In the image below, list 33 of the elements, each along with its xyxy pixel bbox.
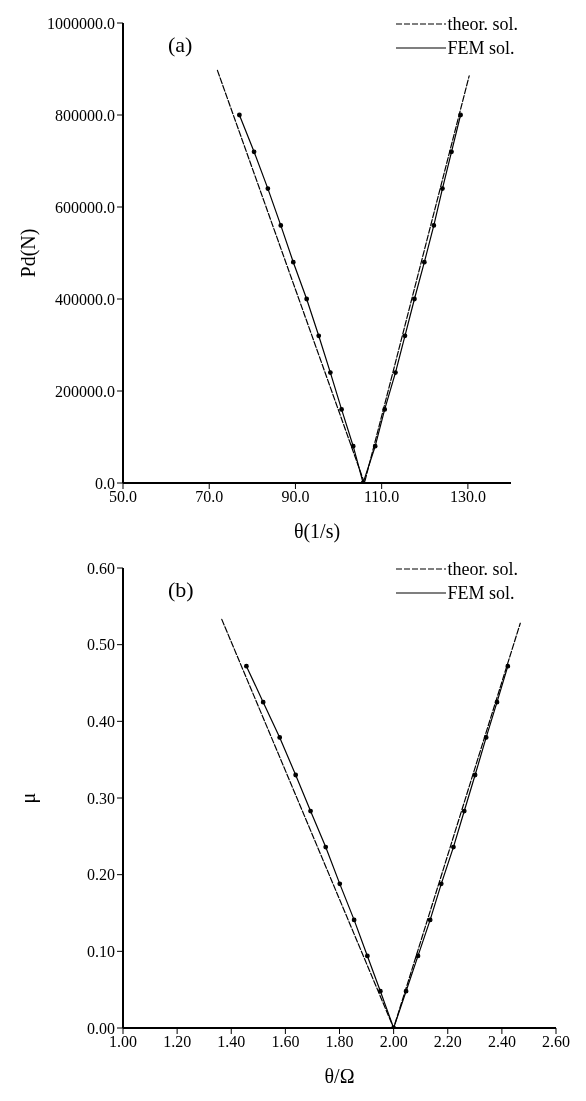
x-tick-label: 1.80 bbox=[325, 1033, 354, 1051]
x-tick-label: 2.60 bbox=[542, 1033, 570, 1051]
x-axis-title: θ(1/s) bbox=[293, 520, 341, 543]
y-tick-label: 0.40 bbox=[87, 713, 115, 731]
x-tick-label: 2.00 bbox=[379, 1033, 408, 1051]
x-axis-title: θ/Ω bbox=[324, 1065, 355, 1087]
chart-title: (b) bbox=[168, 577, 194, 603]
legend-label: FEM sol. bbox=[447, 582, 515, 604]
x-tick-label: 130.0 bbox=[449, 488, 486, 506]
x-tick-label: 70.0 bbox=[195, 488, 224, 506]
y-tick-label: 0.30 bbox=[87, 789, 115, 807]
chart-title: (a) bbox=[168, 32, 193, 58]
legend-label: theor. sol. bbox=[447, 13, 518, 35]
y-axis-title: μ bbox=[17, 792, 41, 804]
y-tick-label: 0.50 bbox=[87, 636, 115, 654]
y-tick-label: 200000.0 bbox=[55, 382, 115, 400]
legend-label: theor. sol. bbox=[447, 558, 518, 580]
x-tick-label: 90.0 bbox=[281, 488, 310, 506]
y-tick-label: 0.60 bbox=[87, 559, 115, 577]
x-tick-label: 1.60 bbox=[271, 1033, 300, 1051]
y-tick-label: 0.20 bbox=[87, 866, 115, 884]
legend-label: FEM sol. bbox=[447, 37, 515, 59]
x-tick-label: 2.20 bbox=[433, 1033, 462, 1051]
y-tick-label: 1000000.0 bbox=[47, 14, 115, 32]
x-tick-label: 110.0 bbox=[363, 488, 400, 506]
y-tick-label: 0.10 bbox=[87, 943, 115, 961]
y-tick-label: 800000.0 bbox=[55, 106, 115, 124]
y-tick-label: 400000.0 bbox=[55, 290, 115, 308]
x-tick-label: 2.40 bbox=[487, 1033, 516, 1051]
y-tick-label: 600000.0 bbox=[55, 198, 115, 216]
x-tick-label: 1.20 bbox=[163, 1033, 192, 1051]
x-tick-label: 1.40 bbox=[217, 1033, 246, 1051]
y-axis-title: Pd(N) bbox=[17, 228, 41, 278]
